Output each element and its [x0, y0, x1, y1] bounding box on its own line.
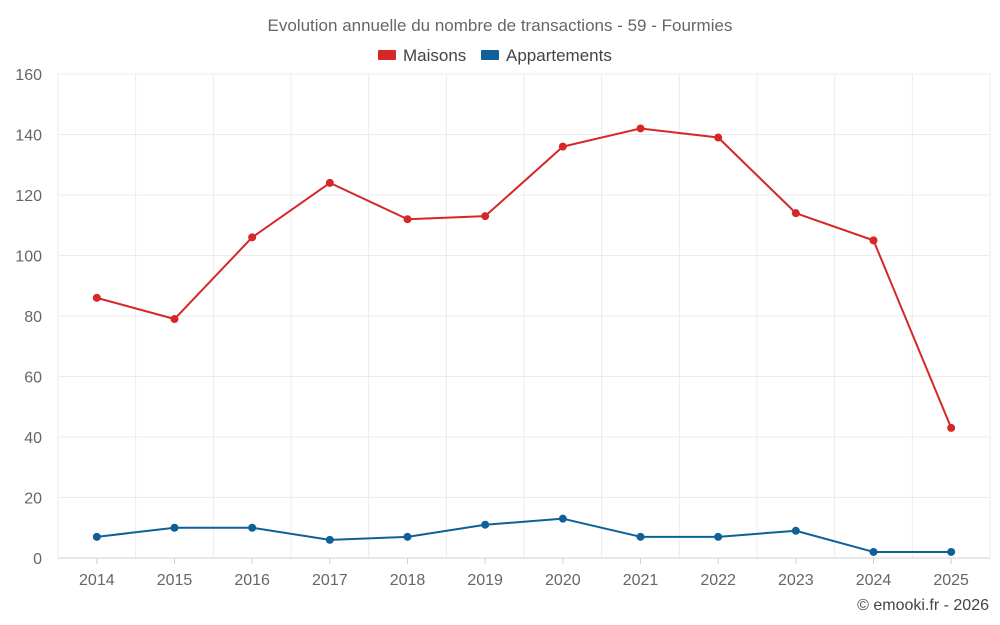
x-tick-label: 2018 [390, 572, 426, 589]
data-point-appartements[interactable] [92, 532, 101, 541]
axes: 0 20 40 60 80 100 120 140 160 2014 2015 2016 2017 201… [15, 67, 990, 589]
y-tick-label: 140 [15, 128, 42, 145]
data-point-maisons[interactable] [481, 212, 490, 221]
data-point-appartements[interactable] [170, 523, 179, 532]
y-tick-label: 80 [24, 309, 42, 326]
data-point-maisons[interactable] [170, 315, 179, 324]
data-point-appartements[interactable] [791, 526, 800, 535]
data-point-appartements[interactable] [558, 514, 567, 523]
data-point-maisons[interactable] [558, 142, 567, 151]
x-tick-label: 2022 [700, 572, 736, 589]
x-tick-label: 2024 [856, 572, 892, 589]
series [92, 124, 956, 556]
y-tick-label: 160 [15, 67, 42, 84]
y-tick-label: 0 [33, 551, 42, 568]
credit-text: © emooki.fr - 2026 [857, 597, 989, 614]
grid [57, 73, 991, 558]
data-point-appartements[interactable] [248, 523, 257, 532]
data-point-maisons[interactable] [791, 209, 800, 218]
y-tick-label: 120 [15, 188, 42, 205]
data-point-maisons[interactable] [248, 233, 257, 242]
legend-label-appartements: Appartements [506, 46, 612, 65]
data-point-maisons[interactable] [92, 293, 101, 302]
data-point-maisons[interactable] [869, 236, 878, 245]
legend-swatch-appartements [481, 50, 499, 60]
y-tick-label: 100 [15, 249, 42, 266]
x-tick-label: 2016 [234, 572, 270, 589]
x-tick-label: 2017 [312, 572, 348, 589]
series-appartements [92, 514, 956, 556]
legend-swatch-maisons [378, 50, 396, 60]
x-tick-label: 2015 [157, 572, 193, 589]
series-maisons [92, 124, 956, 432]
data-point-appartements[interactable] [325, 535, 334, 544]
x-tick-label: 2021 [623, 572, 659, 589]
data-point-maisons[interactable] [325, 178, 334, 187]
data-point-appartements[interactable] [947, 547, 956, 556]
data-point-appartements[interactable] [481, 520, 490, 529]
y-tick-label: 60 [24, 370, 42, 387]
x-tick-label: 2014 [79, 572, 115, 589]
legend-item-maisons[interactable]: Maisons [378, 46, 466, 65]
data-point-appartements[interactable] [403, 532, 412, 541]
x-tick-label: 2023 [778, 572, 814, 589]
y-tick-label: 20 [24, 491, 42, 508]
data-point-maisons[interactable] [403, 215, 412, 224]
data-point-maisons[interactable] [947, 423, 956, 432]
legend-label-maisons: Maisons [403, 46, 466, 65]
data-point-maisons[interactable] [636, 124, 645, 133]
data-point-appartements[interactable] [636, 532, 645, 541]
series-line-maisons [96, 127, 953, 429]
legend: Maisons Appartements [378, 46, 612, 65]
data-point-appartements[interactable] [869, 547, 878, 556]
x-tick-label: 2020 [545, 572, 581, 589]
y-tick-label: 40 [24, 430, 42, 447]
series-line-appartements [96, 517, 952, 553]
legend-item-appartements[interactable]: Appartements [481, 46, 612, 65]
data-point-maisons[interactable] [714, 133, 723, 142]
data-point-appartements[interactable] [714, 532, 723, 541]
x-tick-label: 2019 [467, 572, 503, 589]
x-tick-label: 2025 [933, 572, 969, 589]
chart-title: Evolution annuelle du nombre de transact… [268, 16, 733, 35]
